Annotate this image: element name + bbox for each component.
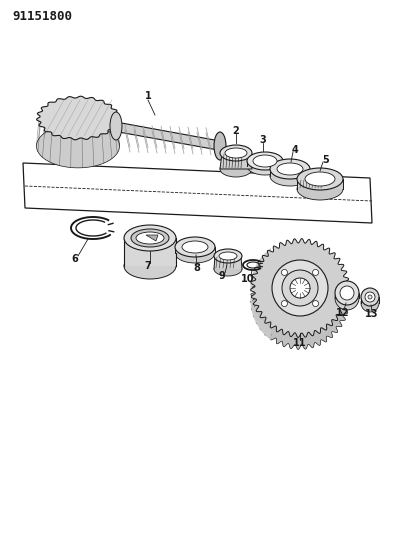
Polygon shape xyxy=(297,179,343,189)
Polygon shape xyxy=(251,251,349,350)
Ellipse shape xyxy=(131,229,169,247)
Ellipse shape xyxy=(277,163,303,175)
Polygon shape xyxy=(361,297,379,303)
Polygon shape xyxy=(175,247,215,253)
Text: 9: 9 xyxy=(219,271,225,281)
Polygon shape xyxy=(247,161,283,166)
Ellipse shape xyxy=(282,270,318,306)
Ellipse shape xyxy=(312,270,318,276)
Ellipse shape xyxy=(361,294,379,312)
Ellipse shape xyxy=(175,243,215,263)
Ellipse shape xyxy=(253,155,277,167)
Polygon shape xyxy=(23,163,372,223)
Polygon shape xyxy=(124,238,176,266)
Text: 3: 3 xyxy=(260,135,266,145)
Polygon shape xyxy=(251,239,349,337)
Text: 11: 11 xyxy=(293,338,307,348)
Ellipse shape xyxy=(340,286,354,300)
Ellipse shape xyxy=(297,168,343,190)
Text: 2: 2 xyxy=(233,126,239,136)
Ellipse shape xyxy=(110,112,122,140)
Ellipse shape xyxy=(335,281,359,305)
Text: 13: 13 xyxy=(365,309,379,319)
Ellipse shape xyxy=(272,260,328,316)
Polygon shape xyxy=(220,153,252,169)
Ellipse shape xyxy=(225,148,247,158)
Ellipse shape xyxy=(220,145,252,161)
Ellipse shape xyxy=(182,241,208,253)
Ellipse shape xyxy=(214,132,226,160)
Ellipse shape xyxy=(270,166,310,186)
Ellipse shape xyxy=(247,152,283,170)
Ellipse shape xyxy=(124,225,176,251)
Ellipse shape xyxy=(361,288,379,306)
Ellipse shape xyxy=(175,237,215,257)
Polygon shape xyxy=(37,124,119,168)
Ellipse shape xyxy=(312,301,318,306)
Polygon shape xyxy=(146,235,158,241)
Ellipse shape xyxy=(305,172,335,186)
Ellipse shape xyxy=(124,253,176,279)
Ellipse shape xyxy=(297,178,343,200)
Ellipse shape xyxy=(214,249,242,263)
Ellipse shape xyxy=(247,157,283,175)
Ellipse shape xyxy=(136,232,164,244)
Text: 5: 5 xyxy=(323,155,330,165)
Ellipse shape xyxy=(368,295,372,299)
Text: 12: 12 xyxy=(336,308,350,318)
Ellipse shape xyxy=(281,301,287,306)
Polygon shape xyxy=(37,96,119,140)
Ellipse shape xyxy=(290,278,310,298)
Text: 6: 6 xyxy=(71,254,78,264)
Polygon shape xyxy=(251,248,271,340)
Ellipse shape xyxy=(281,270,287,276)
Text: 10: 10 xyxy=(241,274,255,284)
Ellipse shape xyxy=(335,286,359,310)
Ellipse shape xyxy=(220,161,252,177)
Text: 91151800: 91151800 xyxy=(12,10,72,23)
Ellipse shape xyxy=(214,262,242,276)
Polygon shape xyxy=(113,122,220,150)
Ellipse shape xyxy=(219,252,237,260)
Polygon shape xyxy=(270,169,310,176)
Text: 8: 8 xyxy=(194,263,200,273)
Ellipse shape xyxy=(365,292,375,302)
Text: 7: 7 xyxy=(145,261,151,271)
Text: 1: 1 xyxy=(145,91,151,101)
Polygon shape xyxy=(214,256,242,269)
Text: 4: 4 xyxy=(292,145,299,155)
Ellipse shape xyxy=(270,159,310,179)
Polygon shape xyxy=(335,293,359,298)
